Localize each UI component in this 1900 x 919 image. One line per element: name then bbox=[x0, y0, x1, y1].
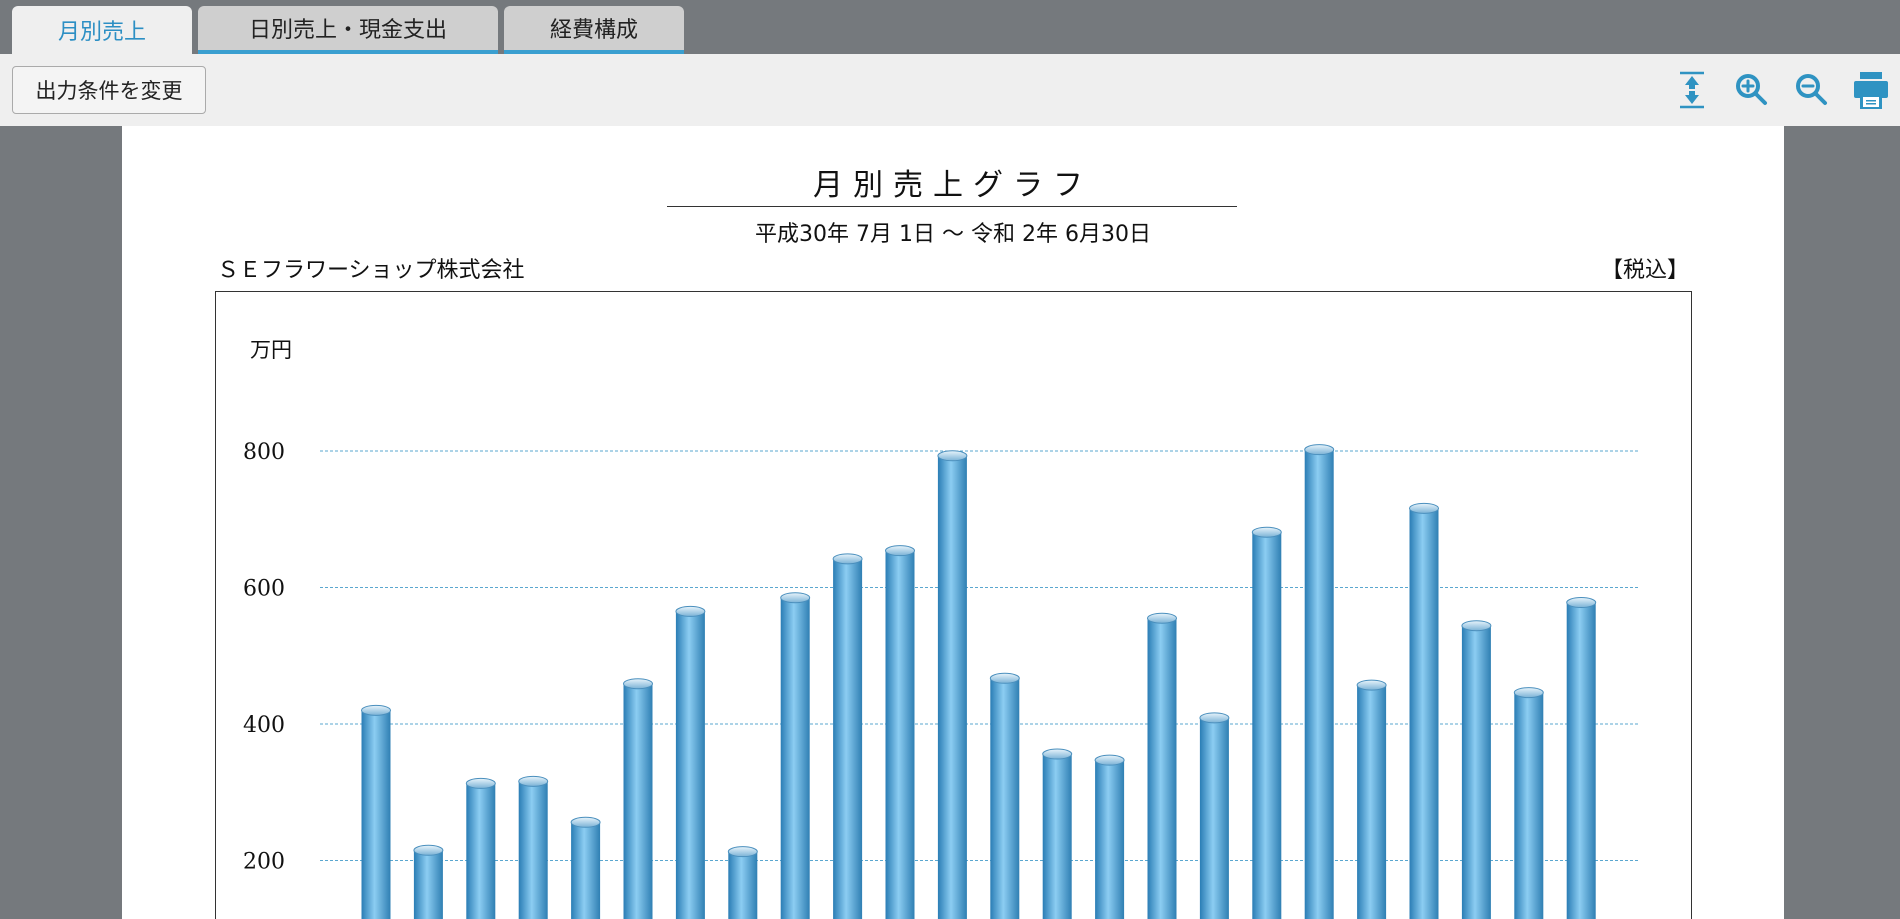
title-underline bbox=[667, 206, 1237, 207]
bar bbox=[361, 704, 391, 919]
bar bbox=[675, 605, 706, 919]
y-tick-label: 400 bbox=[243, 713, 285, 738]
bar bbox=[885, 545, 915, 919]
tab-daily-sales-cash[interactable]: 日別売上・現金支出 bbox=[198, 6, 498, 54]
bar bbox=[465, 777, 496, 919]
bar bbox=[1042, 748, 1073, 919]
bar bbox=[937, 450, 968, 919]
zoom-out-icon[interactable] bbox=[1790, 68, 1834, 112]
bar bbox=[832, 553, 863, 919]
bar bbox=[1094, 754, 1125, 919]
chart-frame bbox=[215, 291, 1692, 919]
tax-note: 【税込】 bbox=[1600, 258, 1689, 283]
bar bbox=[1304, 444, 1335, 919]
bar bbox=[1461, 620, 1492, 919]
bar bbox=[413, 844, 444, 919]
tab-monthly-sales[interactable]: 月別売上 bbox=[12, 6, 192, 54]
bar bbox=[1513, 687, 1544, 919]
change-conditions-button[interactable]: 出力条件を変更 bbox=[12, 66, 206, 114]
bar bbox=[1199, 712, 1230, 919]
y-tick-label: 600 bbox=[243, 577, 285, 602]
print-icon[interactable] bbox=[1849, 68, 1893, 112]
bar bbox=[1356, 679, 1387, 919]
report-title: 月別売上グラフ bbox=[813, 168, 1093, 203]
toolbar: 出力条件を変更 bbox=[0, 54, 1900, 126]
report-period: 平成30年 7月 1日 ～ 令和 2年 6月30日 bbox=[755, 222, 1151, 247]
tab-bar: 月別売上 日別売上・現金支出 経費構成 bbox=[0, 0, 1900, 54]
bar bbox=[1566, 597, 1597, 919]
bar bbox=[1147, 612, 1177, 919]
bar bbox=[518, 775, 549, 919]
y-axis-unit: 万円 bbox=[250, 338, 292, 362]
bar bbox=[989, 672, 1020, 919]
bar bbox=[780, 592, 811, 919]
fit-height-icon[interactable] bbox=[1670, 68, 1714, 112]
y-tick-label: 200 bbox=[243, 850, 285, 875]
monthly-sales-chart: 万円 200 400 600 800 bbox=[215, 291, 1692, 919]
zoom-in-icon[interactable] bbox=[1730, 68, 1774, 112]
bar bbox=[623, 678, 653, 919]
bar bbox=[727, 846, 758, 919]
bar bbox=[570, 816, 601, 919]
bar bbox=[1409, 502, 1439, 919]
company-name: ＳＥフラワーショップ株式会社 bbox=[217, 258, 525, 283]
y-tick-label: 800 bbox=[243, 440, 285, 465]
tab-expense-composition[interactable]: 経費構成 bbox=[504, 6, 684, 54]
bar bbox=[1251, 526, 1282, 919]
